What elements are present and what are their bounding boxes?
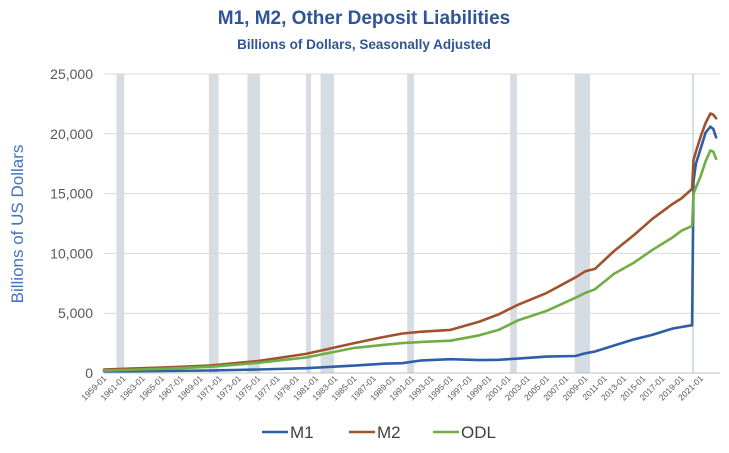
legend-label-m2: M2 <box>377 423 401 442</box>
recession-band <box>574 74 591 373</box>
y-tick-label: 25,000 <box>50 66 93 82</box>
series-line-m1 <box>102 125 718 373</box>
recession-band <box>116 74 125 373</box>
recession-band <box>247 74 260 373</box>
legend-label-m1: M1 <box>290 423 314 442</box>
y-tick-label: 15,000 <box>50 186 93 202</box>
y-tick-label: 0 <box>85 365 93 381</box>
series-line-m2 <box>102 112 718 371</box>
recession-bands <box>116 74 695 373</box>
recession-band <box>510 74 517 373</box>
series-lines <box>102 112 718 373</box>
recession-band <box>208 74 219 373</box>
y-tick-label: 20,000 <box>50 126 93 142</box>
gridlines <box>104 73 720 374</box>
legend: M1 M2 ODL <box>262 423 496 442</box>
legend-label-odl: ODL <box>461 423 496 442</box>
y-tick-labels: 0 5,000 10,000 15,000 20,000 25,000 <box>50 66 93 381</box>
y-axis-label: Billions of US Dollars <box>8 145 27 304</box>
recession-band <box>407 74 414 373</box>
series-line-odl <box>102 149 718 372</box>
recession-band <box>320 74 335 373</box>
chart-subtitle: Billions of Dollars, Seasonally Adjusted <box>237 37 491 52</box>
y-tick-label: 5,000 <box>58 305 93 321</box>
x-tick-labels: 1959-011961-011963-011965-011967-011969-… <box>79 373 705 402</box>
y-tick-label: 10,000 <box>50 245 93 261</box>
recession-band <box>306 74 311 373</box>
chart-title: M1, M2, Other Deposit Liabilities <box>218 8 510 29</box>
